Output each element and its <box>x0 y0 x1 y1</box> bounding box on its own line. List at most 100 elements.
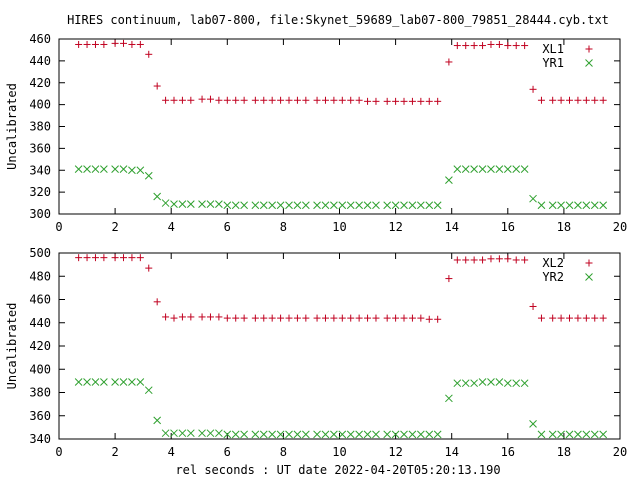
legend-marker-xl1 <box>585 45 593 53</box>
data-point-yr2 <box>215 429 223 438</box>
x-tick-label-2: 6 <box>224 445 231 459</box>
data-point-xl1 <box>330 96 338 104</box>
data-point-yr2 <box>74 378 83 386</box>
data-point-yr2 <box>372 430 380 439</box>
data-point-yr2 <box>346 430 355 439</box>
data-point-yr2 <box>321 430 330 439</box>
data-point-xl2 <box>240 314 248 322</box>
data-point-xl1 <box>487 40 495 48</box>
data-point-yr1 <box>74 165 83 174</box>
data-point-xl1 <box>591 96 599 104</box>
data-point-xl2 <box>417 314 425 322</box>
data-point-yr1 <box>144 171 153 180</box>
data-point-yr1 <box>391 201 400 210</box>
y-tick-label-1: 340 <box>29 163 51 177</box>
x-tick-label-1: 20 <box>613 220 627 234</box>
legend-marker-xl2 <box>585 259 593 267</box>
x-tick-label-2: 8 <box>280 445 287 459</box>
data-point-xl1 <box>260 96 268 104</box>
data-point-yr1 <box>119 165 128 174</box>
y-tick-label-2: 360 <box>29 409 51 423</box>
legend-marker-yr1 <box>585 59 593 67</box>
data-point-xl2 <box>321 314 329 322</box>
data-point-yr1 <box>537 201 546 210</box>
data-point-xl2 <box>187 313 195 321</box>
data-point-xl2 <box>537 314 545 322</box>
data-point-xl2 <box>408 314 416 322</box>
data-point-xl2 <box>251 314 259 322</box>
y-tick-label-1: 460 <box>29 32 51 46</box>
data-point-yr1 <box>453 165 462 174</box>
data-point-yr2 <box>400 430 408 439</box>
data-point-yr1 <box>400 201 408 210</box>
data-point-yr1 <box>338 201 347 210</box>
data-point-xl2 <box>223 314 231 322</box>
data-point-xl1 <box>462 42 470 50</box>
x-tick-label-1: 8 <box>280 220 287 234</box>
data-point-xl1 <box>162 96 170 104</box>
data-point-xl1 <box>338 96 346 104</box>
data-point-xl1 <box>417 97 425 105</box>
x-tick-label-1: 18 <box>557 220 571 234</box>
data-point-xl1 <box>512 42 520 50</box>
data-point-xl2 <box>277 314 285 322</box>
y-tick-label-2: 380 <box>29 386 51 400</box>
data-point-xl1 <box>566 96 574 104</box>
x-tick-label-2: 0 <box>55 445 62 459</box>
x-tick-label-1: 2 <box>111 220 118 234</box>
data-point-yr2 <box>170 429 178 438</box>
x-tick-label-1: 0 <box>55 220 62 234</box>
data-point-xl1 <box>302 96 310 104</box>
data-point-yr2 <box>548 430 557 439</box>
data-point-xl2 <box>145 264 153 272</box>
legend-label-yr1: YR1 <box>542 56 564 70</box>
data-point-yr2 <box>391 430 400 439</box>
data-point-yr1 <box>91 165 100 174</box>
plot-frame-1 <box>58 38 621 215</box>
data-point-yr1 <box>251 201 260 210</box>
data-point-yr2 <box>293 430 302 439</box>
data-point-xl2 <box>512 256 520 264</box>
data-point-yr1 <box>215 200 223 209</box>
data-point-xl1 <box>434 97 442 105</box>
data-point-xl1 <box>153 82 161 90</box>
data-point-xl1 <box>364 97 372 105</box>
data-point-yr1 <box>83 165 91 174</box>
x-tick-label-1: 6 <box>224 220 231 234</box>
data-point-yr2 <box>425 430 434 439</box>
data-point-xl1 <box>392 97 400 105</box>
data-point-xl2 <box>529 302 537 310</box>
data-point-yr2 <box>223 430 232 439</box>
data-point-xl1 <box>347 96 355 104</box>
y-tick-label-2: 480 <box>29 269 51 283</box>
y-tick-label-1: 360 <box>29 141 51 155</box>
x-tick-label-1: 12 <box>388 220 402 234</box>
x-tick-label-1: 16 <box>501 220 515 234</box>
data-point-yr2 <box>251 430 260 439</box>
data-point-yr2 <box>330 430 338 439</box>
data-point-xl2 <box>313 314 321 322</box>
y-tick-label-2: 440 <box>29 316 51 330</box>
data-point-yr2 <box>355 430 363 439</box>
data-point-yr1 <box>478 165 487 174</box>
data-point-yr1 <box>153 192 162 201</box>
data-point-yr2 <box>186 429 195 438</box>
data-point-yr2 <box>582 430 591 439</box>
y-tick-label-1: 420 <box>29 76 51 90</box>
data-point-yr2 <box>470 379 478 388</box>
data-point-xl1 <box>111 39 119 47</box>
data-point-yr2 <box>537 430 546 439</box>
data-point-xl1 <box>313 96 321 104</box>
data-point-xl2 <box>445 275 453 283</box>
data-point-yr1 <box>330 201 338 210</box>
data-point-xl1 <box>537 96 545 104</box>
data-point-xl2 <box>574 314 582 322</box>
y-axis-label-1: Uncalibrated <box>5 83 19 170</box>
data-point-yr1 <box>461 165 470 174</box>
data-point-xl1 <box>408 97 416 105</box>
data-point-xl2 <box>425 315 433 323</box>
x-tick-label-2: 12 <box>388 445 402 459</box>
data-point-xl1 <box>479 42 487 50</box>
data-point-yr2 <box>495 378 504 386</box>
data-point-xl1 <box>178 96 186 104</box>
